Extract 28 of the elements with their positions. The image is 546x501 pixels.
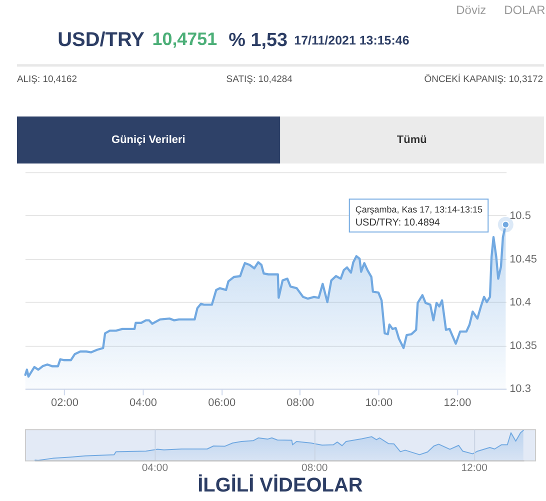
text: 17/11/2021 13:15:46 [294,33,410,48]
text: 10,4751 [152,28,218,49]
text: Güniçi Verileri [112,134,186,146]
x-tick-label: 08:00 [302,462,328,474]
text: Tümü [396,134,427,146]
x-tick-label: 04:00 [130,397,158,410]
x-tick-label: 12:00 [444,397,472,410]
y-tick-label: 10.45 [510,253,538,266]
chart-title: USD/TRY [58,28,144,51]
x-tick-label: 06:00 [208,397,236,410]
x-tick-label: 04:00 [142,462,168,474]
text: SATIŞ: 10,4284 [226,74,292,86]
y-tick-label: 10.3 [510,383,531,396]
text: ÖNCEKİ KAPANIŞ: 10,3172 [424,73,544,86]
y-tick-label: 10.4 [510,296,531,309]
text: Döviz [456,2,486,17]
y-tick-label: 10.35 [510,340,538,352]
text: % 1,53 [228,30,288,51]
text: ALIŞ: 10,4162 [16,74,77,86]
text: DOLAR [504,2,546,17]
annotation: Çarşamba, Kas 17, 13:14-13:15 [355,204,482,215]
x-tick-label: 08:00 [286,397,314,410]
y-tick-label: 10.5 [510,210,531,222]
x-tick-label: 02:00 [51,397,78,410]
text: İLGİLİ VİDEOLAR [198,474,363,497]
x-tick-label: 10:00 [365,397,393,410]
annotation: USD/TRY: 10.4894 [355,218,440,229]
x-tick-label: 12:00 [461,462,488,474]
